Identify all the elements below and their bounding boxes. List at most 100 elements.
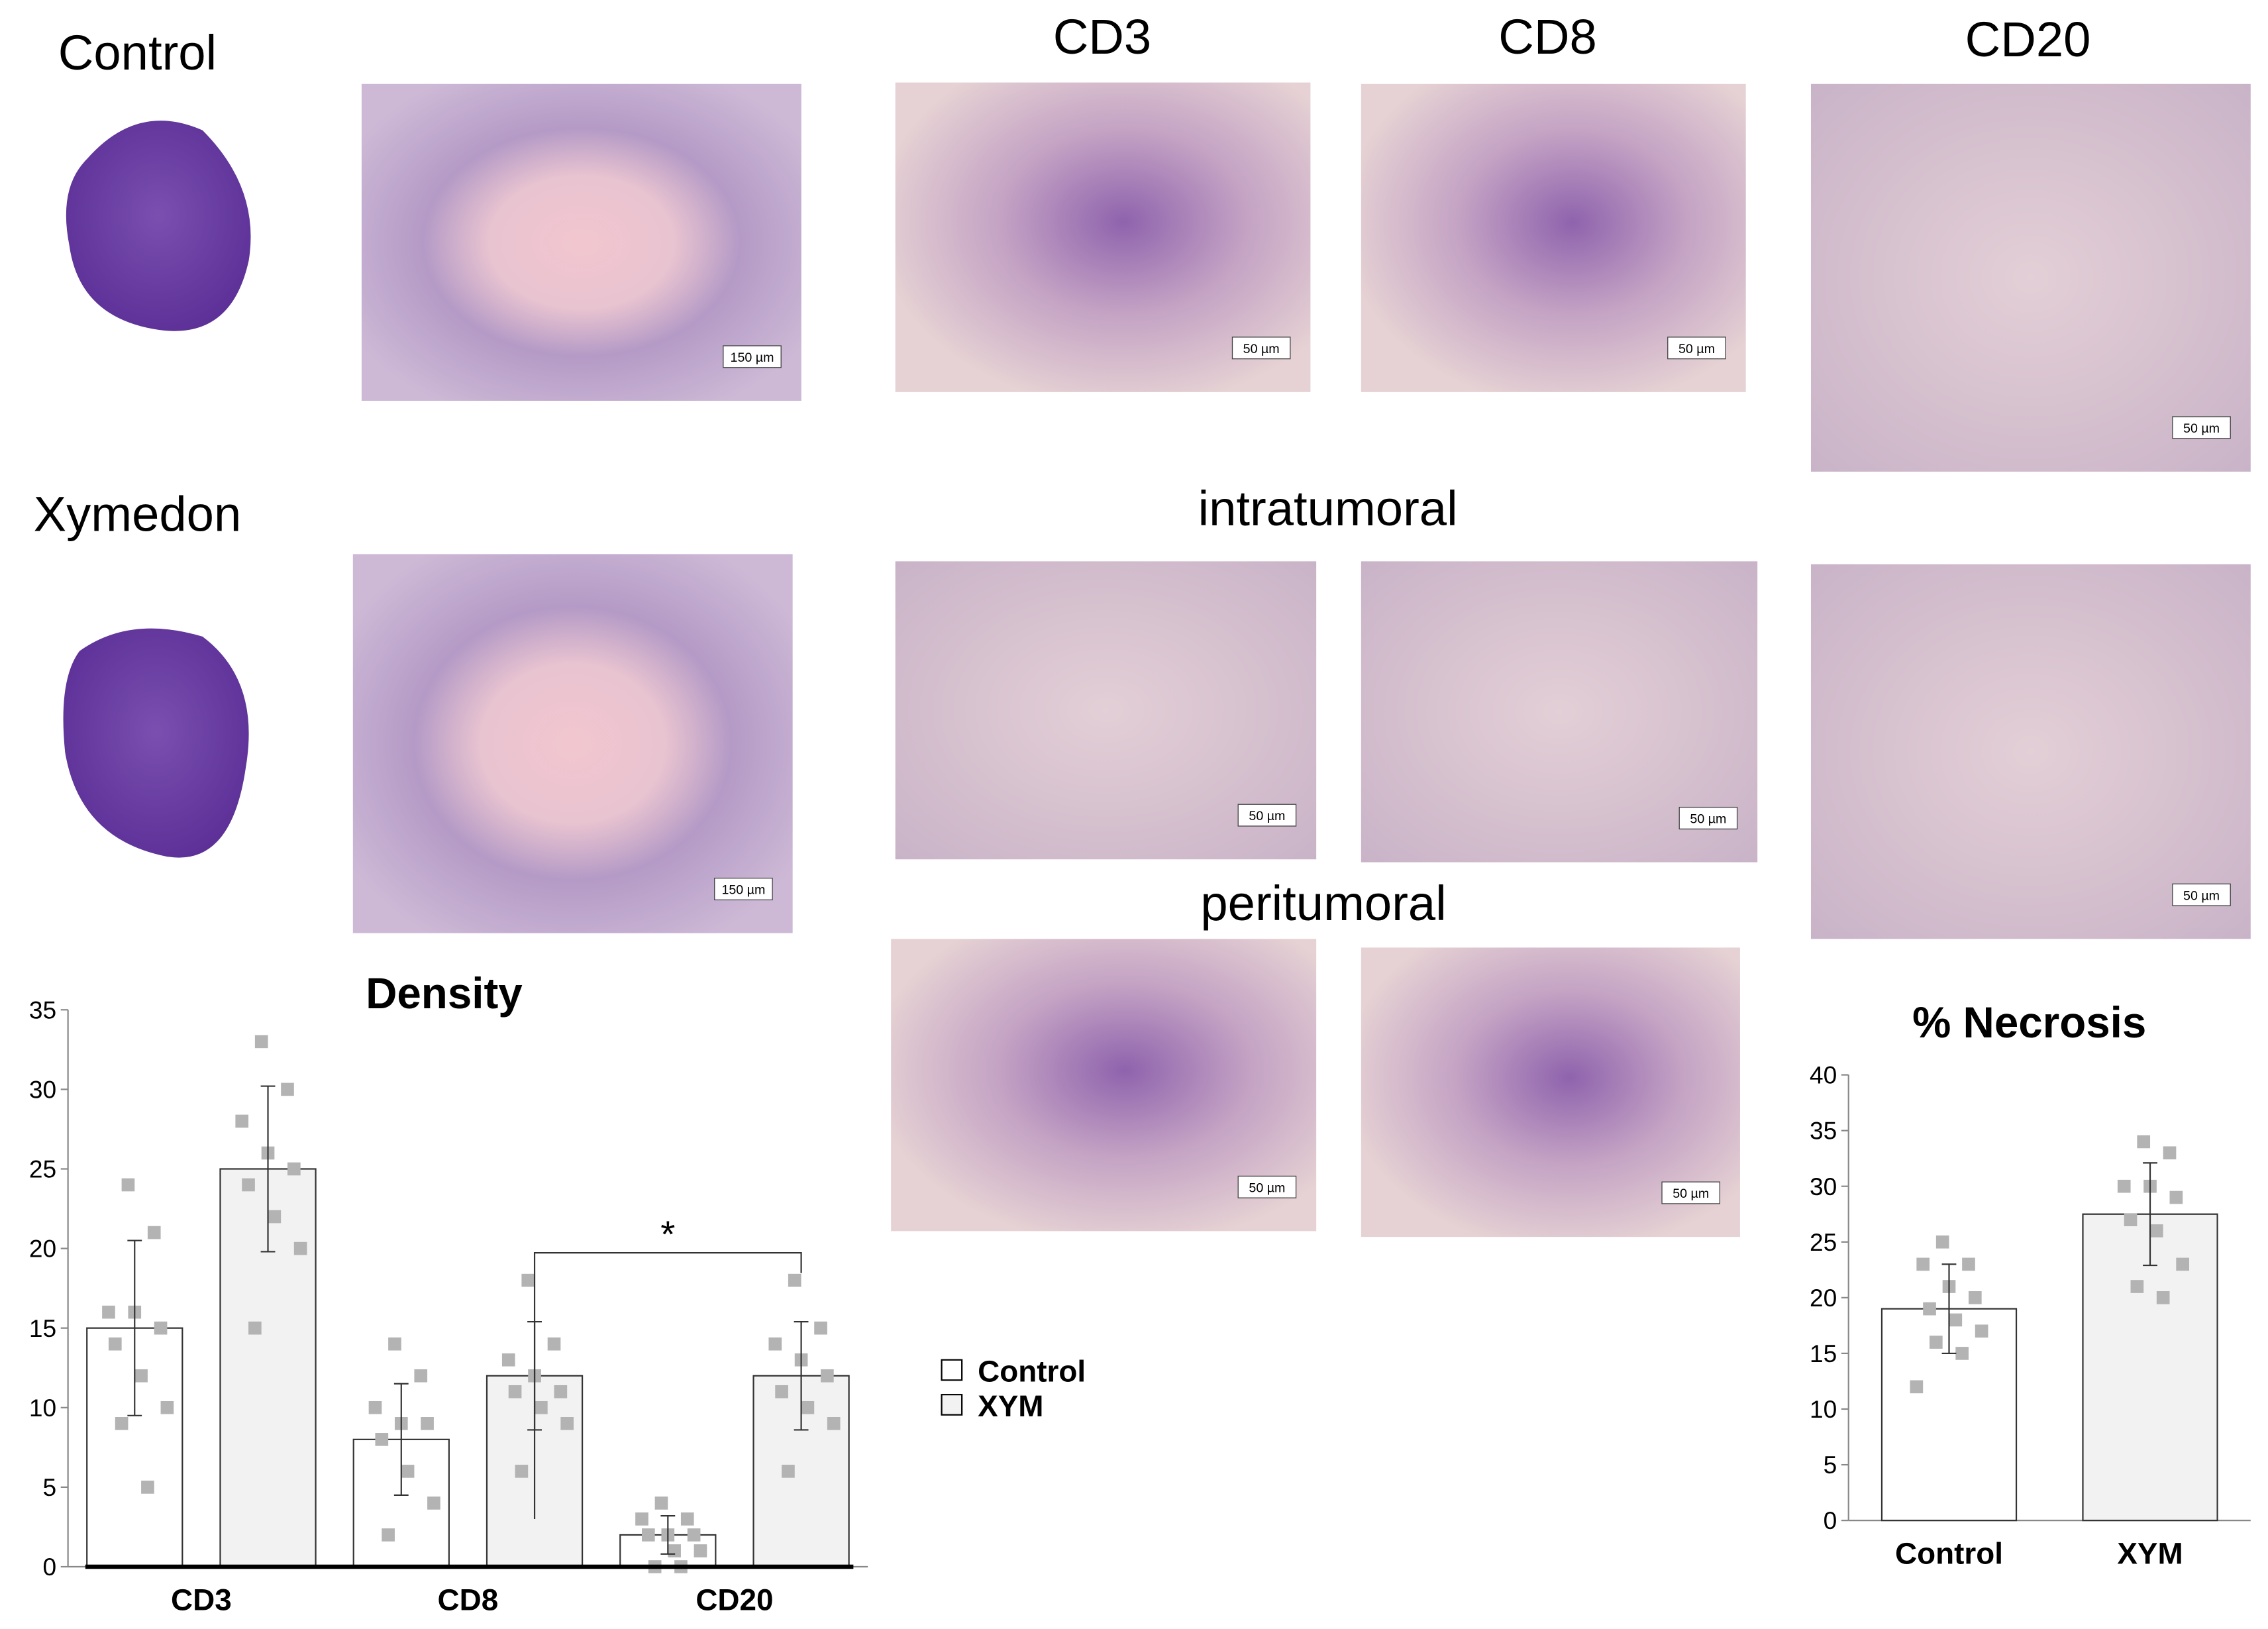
- tumor-section: [63, 628, 249, 858]
- scale-bar-box: [2172, 416, 2231, 439]
- data-point: [535, 1400, 548, 1414]
- data-point: [515, 1465, 529, 1478]
- data-point: [521, 1273, 535, 1287]
- micrographs: 150 µm 50 µm 50 µm 50 µm 150 µm 50 µm 50 µm 50 …: [352, 82, 2251, 1237]
- scale-bar-label: 50 µm: [2183, 421, 2220, 436]
- y-tick-label: 30: [1810, 1173, 1837, 1200]
- y-tick-label: 10: [1810, 1395, 1837, 1423]
- data-point: [268, 1210, 282, 1224]
- data-point: [401, 1465, 415, 1478]
- data-point: [2176, 1257, 2189, 1271]
- x-tick-label: CD8: [438, 1583, 499, 1617]
- data-point: [254, 1035, 268, 1049]
- y-tick-label: 20: [1810, 1284, 1837, 1312]
- scale-bar-box: [1678, 806, 1738, 829]
- y-tick-label: 25: [29, 1155, 56, 1183]
- data-point: [2117, 1179, 2131, 1193]
- data-point: [547, 1337, 561, 1351]
- y-tick-label: 25: [1810, 1228, 1837, 1256]
- column-label: CD3: [1053, 9, 1152, 64]
- data-point: [242, 1178, 255, 1192]
- data-point: [1923, 1302, 1936, 1316]
- data-point: [508, 1385, 522, 1398]
- scale-bar-label: 50 µm: [1243, 342, 1280, 356]
- scale-bar-box: [1661, 1181, 1721, 1204]
- tumor-section: [66, 121, 251, 331]
- section-label: peritumoral: [1200, 876, 1446, 931]
- scale-bar-label: 50 µm: [2183, 888, 2220, 903]
- data-point: [1975, 1324, 1988, 1338]
- y-tick-label: 10: [29, 1394, 56, 1422]
- x-tick-label: CD20: [696, 1583, 773, 1617]
- x-tick-label: XYM: [2117, 1536, 2183, 1571]
- scale-bar-box: [1231, 337, 1291, 360]
- data-point: [102, 1305, 115, 1319]
- y-tick-label: 0: [1824, 1506, 1837, 1534]
- data-point: [2156, 1291, 2170, 1304]
- data-point: [287, 1162, 301, 1176]
- data-point: [788, 1273, 801, 1287]
- chart-title: Density: [366, 969, 523, 1018]
- row-label: Control: [58, 25, 217, 80]
- scale-bar-box: [1237, 804, 1297, 827]
- micrograph: [1810, 564, 2251, 939]
- scale-bar-box: [1237, 1175, 1297, 1198]
- data-point: [2137, 1135, 2151, 1149]
- scale-bar-label: 50 µm: [1673, 1186, 1709, 1201]
- annotation: *: [660, 1214, 675, 1255]
- data-point: [1962, 1257, 1975, 1271]
- section-label: intratumoral: [1198, 481, 1458, 536]
- data-point: [121, 1178, 135, 1192]
- row-label: Xymedon: [34, 487, 242, 542]
- data-point: [768, 1337, 782, 1351]
- scale-bar-label: 150 µm: [731, 350, 774, 365]
- y-tick-label: 30: [29, 1076, 56, 1104]
- data-point: [134, 1369, 148, 1383]
- data-point: [1930, 1336, 1943, 1349]
- data-point: [1935, 1235, 1949, 1249]
- y-tick-label: 5: [1824, 1451, 1837, 1479]
- data-point: [814, 1321, 827, 1335]
- data-point: [827, 1417, 841, 1430]
- x-tick-label: Control: [1895, 1536, 2003, 1571]
- data-point: [108, 1337, 122, 1351]
- data-point: [248, 1321, 262, 1335]
- data-point: [680, 1512, 694, 1526]
- data-point: [154, 1321, 168, 1335]
- data-point: [368, 1400, 382, 1414]
- scale-bar-box: [714, 877, 773, 900]
- data-point: [635, 1512, 648, 1526]
- data-point: [668, 1544, 681, 1557]
- data-point: [775, 1385, 788, 1398]
- data-point: [821, 1369, 834, 1383]
- y-tick-label: 0: [43, 1553, 57, 1581]
- data-point: [687, 1528, 701, 1542]
- data-point: [2130, 1280, 2144, 1293]
- data-point: [2150, 1224, 2163, 1237]
- chart-title: % Necrosis: [1912, 998, 2146, 1047]
- data-point: [1916, 1257, 1930, 1271]
- data-point: [281, 1082, 294, 1096]
- y-tick-label: 15: [1810, 1340, 1837, 1367]
- y-tick-label: 35: [1810, 1117, 1837, 1145]
- y-tick-label: 5: [43, 1473, 57, 1501]
- data-point: [375, 1433, 389, 1446]
- legend-swatch: [941, 1359, 963, 1381]
- data-point: [414, 1369, 428, 1383]
- scale-bar-box: [723, 345, 782, 368]
- x-tick-label: CD3: [171, 1583, 232, 1617]
- data-point: [782, 1465, 795, 1478]
- data-point: [1955, 1347, 1969, 1360]
- data-point: [115, 1417, 129, 1430]
- y-tick-label: 15: [29, 1314, 56, 1342]
- data-point: [642, 1528, 655, 1542]
- data-point: [694, 1544, 707, 1557]
- scale-bar-label: 50 µm: [1690, 812, 1726, 827]
- y-tick-label: 40: [1810, 1061, 1837, 1089]
- data-point: [382, 1528, 395, 1542]
- scale-bar-box: [1667, 337, 1726, 360]
- data-point: [235, 1114, 249, 1128]
- data-point: [2124, 1213, 2138, 1226]
- legend-swatch: [941, 1394, 963, 1416]
